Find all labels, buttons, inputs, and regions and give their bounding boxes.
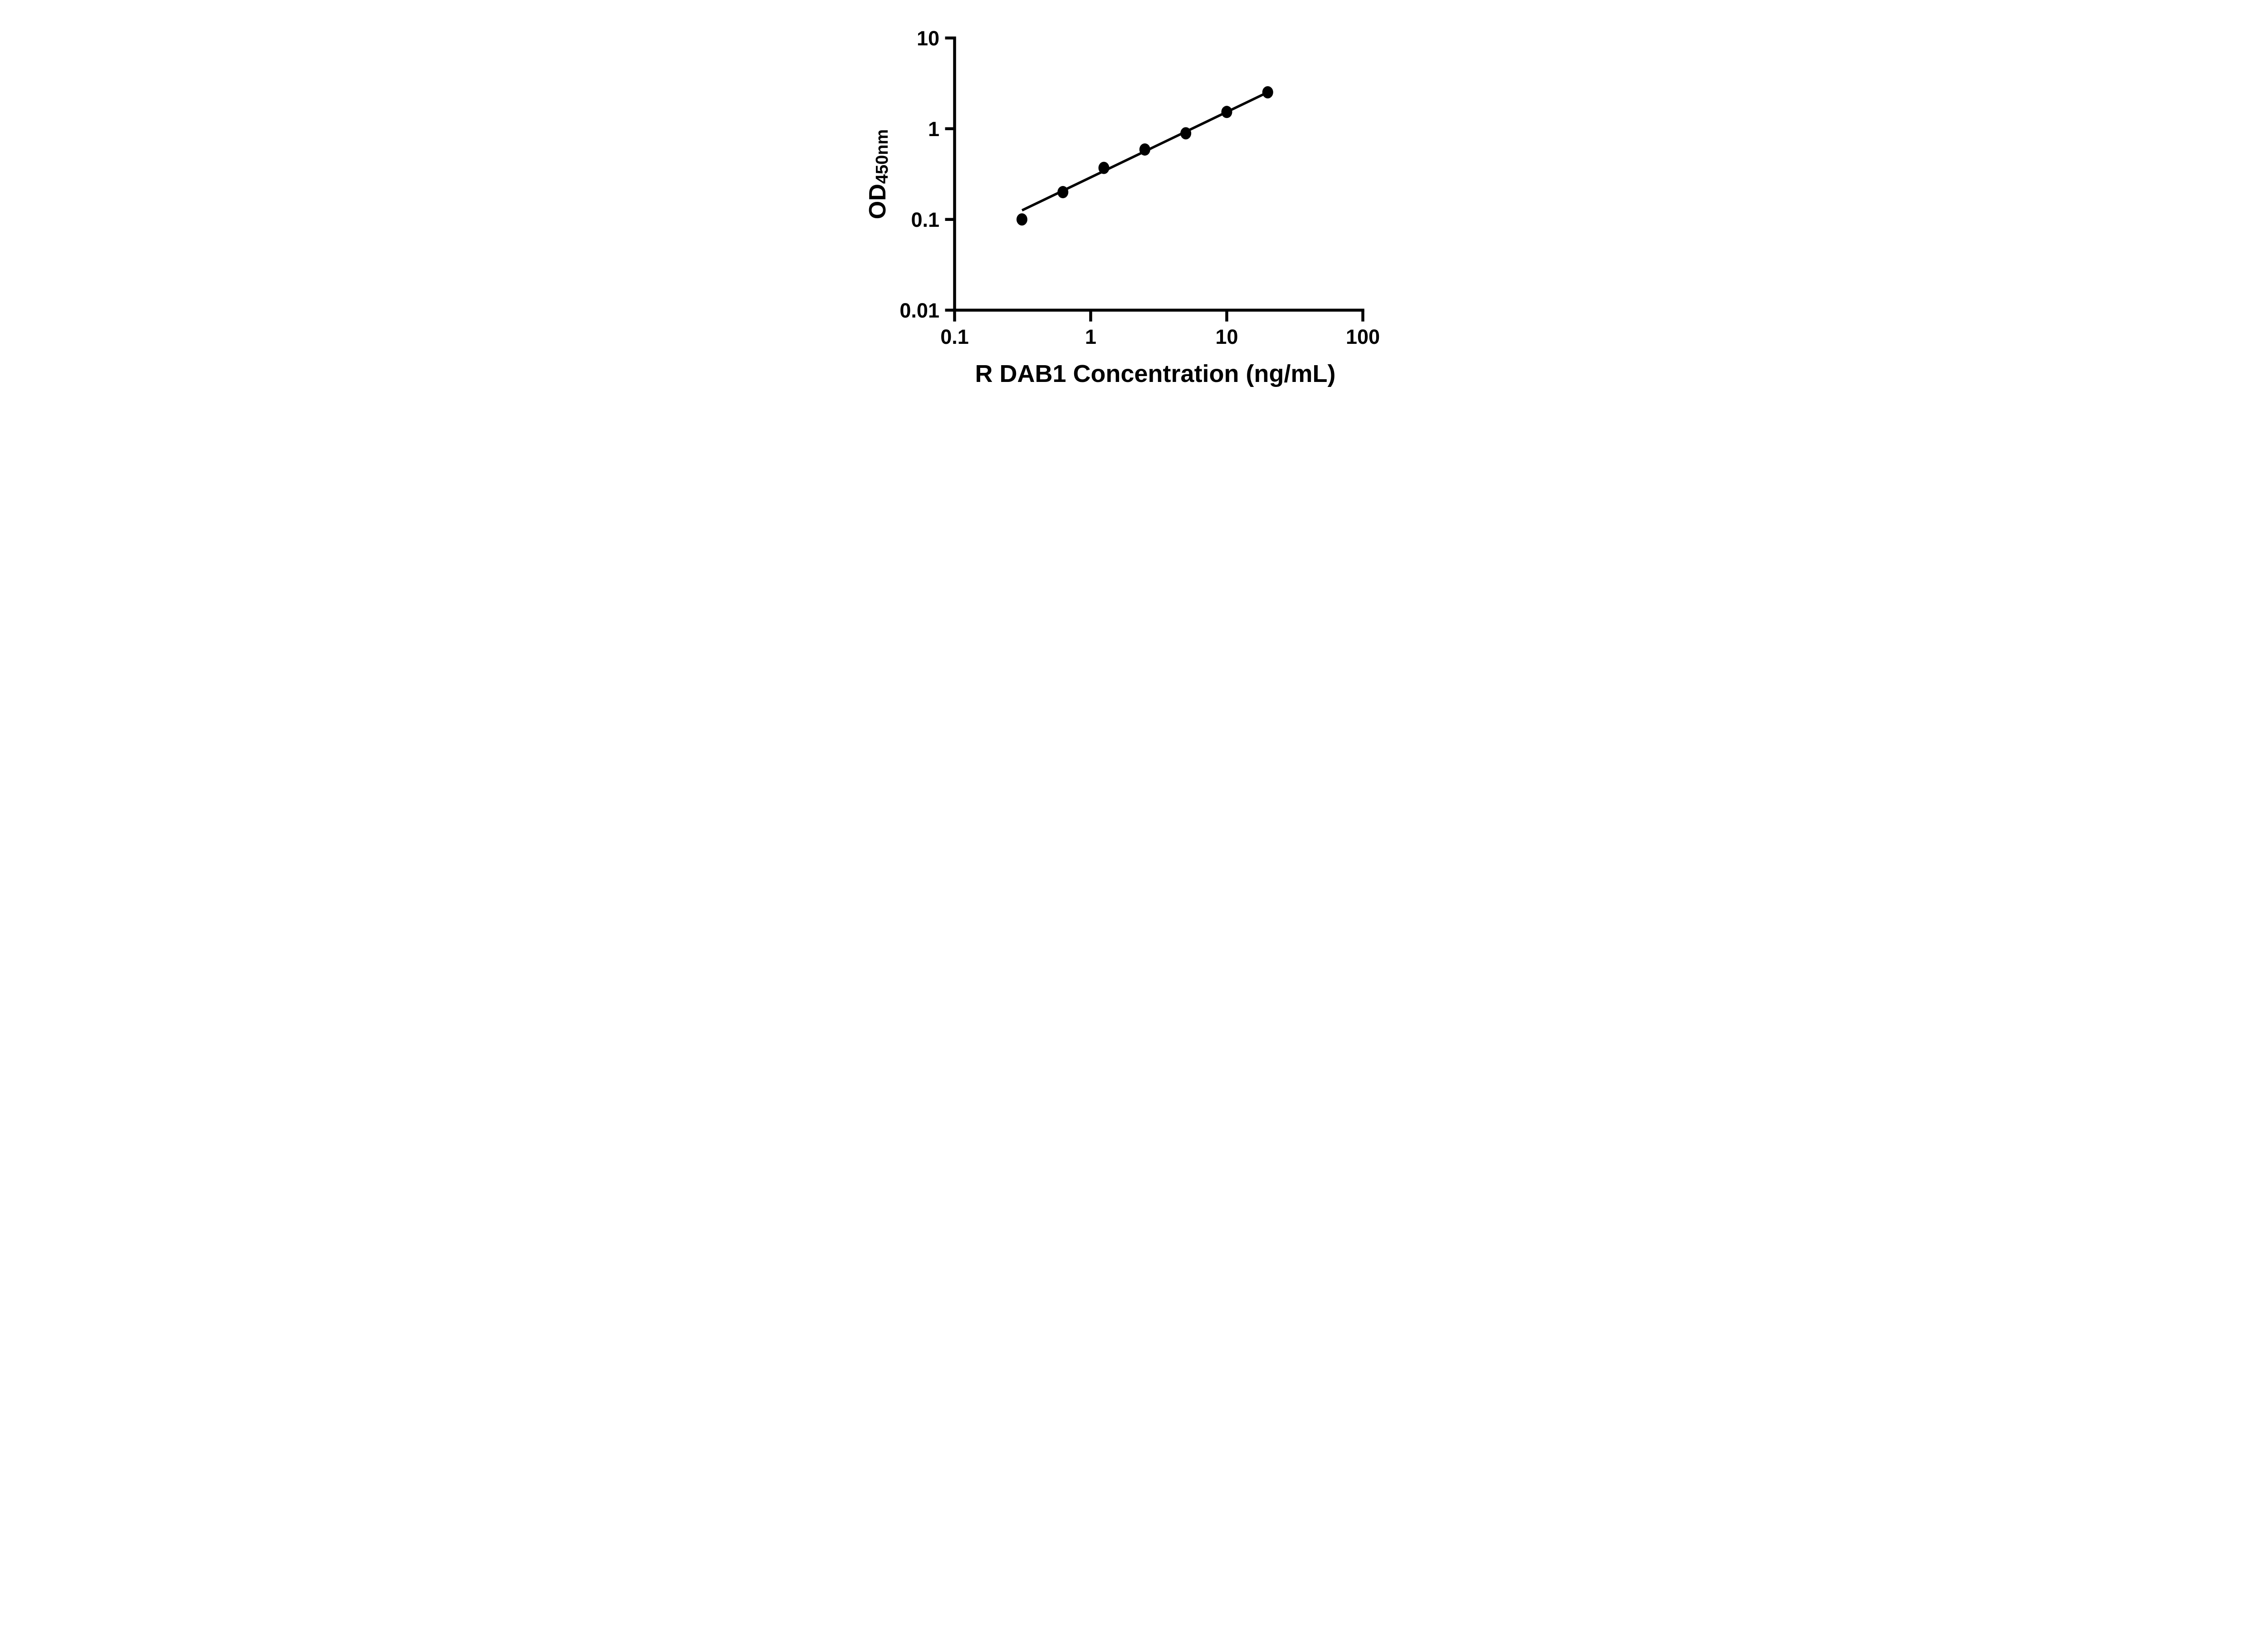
y-tick-label: 0.01 [899, 299, 939, 322]
y-axis-ticks: 10 1 0.1 0.01 [899, 27, 955, 322]
y-axis-title: OD450nm [865, 129, 892, 219]
data-point [1139, 143, 1150, 156]
x-tick-label: 1 [1085, 325, 1096, 348]
data-point [1057, 186, 1069, 199]
x-axis-ticks: 0.1 1 10 100 [940, 310, 1380, 348]
x-tick-label: 10 [1215, 325, 1238, 348]
y-tick-label: 1 [928, 117, 939, 141]
elisa-standard-curve-figure: 10 1 0.1 0.01 0.1 1 10 100 R DAB1 Concentratio… [842, 0, 1426, 408]
x-tick-label: 0.1 [940, 325, 969, 348]
y-axis-title-subscript: 450nm [873, 129, 892, 184]
x-tick-label: 100 [1346, 325, 1380, 348]
data-point [1262, 86, 1273, 98]
data-points [1016, 86, 1273, 226]
x-axis-title: R DAB1 Concentration (ng/mL) [975, 360, 1336, 387]
y-tick-label: 0.1 [911, 208, 939, 231]
data-point [1016, 213, 1027, 226]
y-tick-label: 10 [917, 27, 939, 50]
data-point [1221, 106, 1232, 118]
y-axis-title-main: OD [865, 184, 891, 219]
data-point [1098, 161, 1110, 174]
data-point [1180, 127, 1192, 140]
